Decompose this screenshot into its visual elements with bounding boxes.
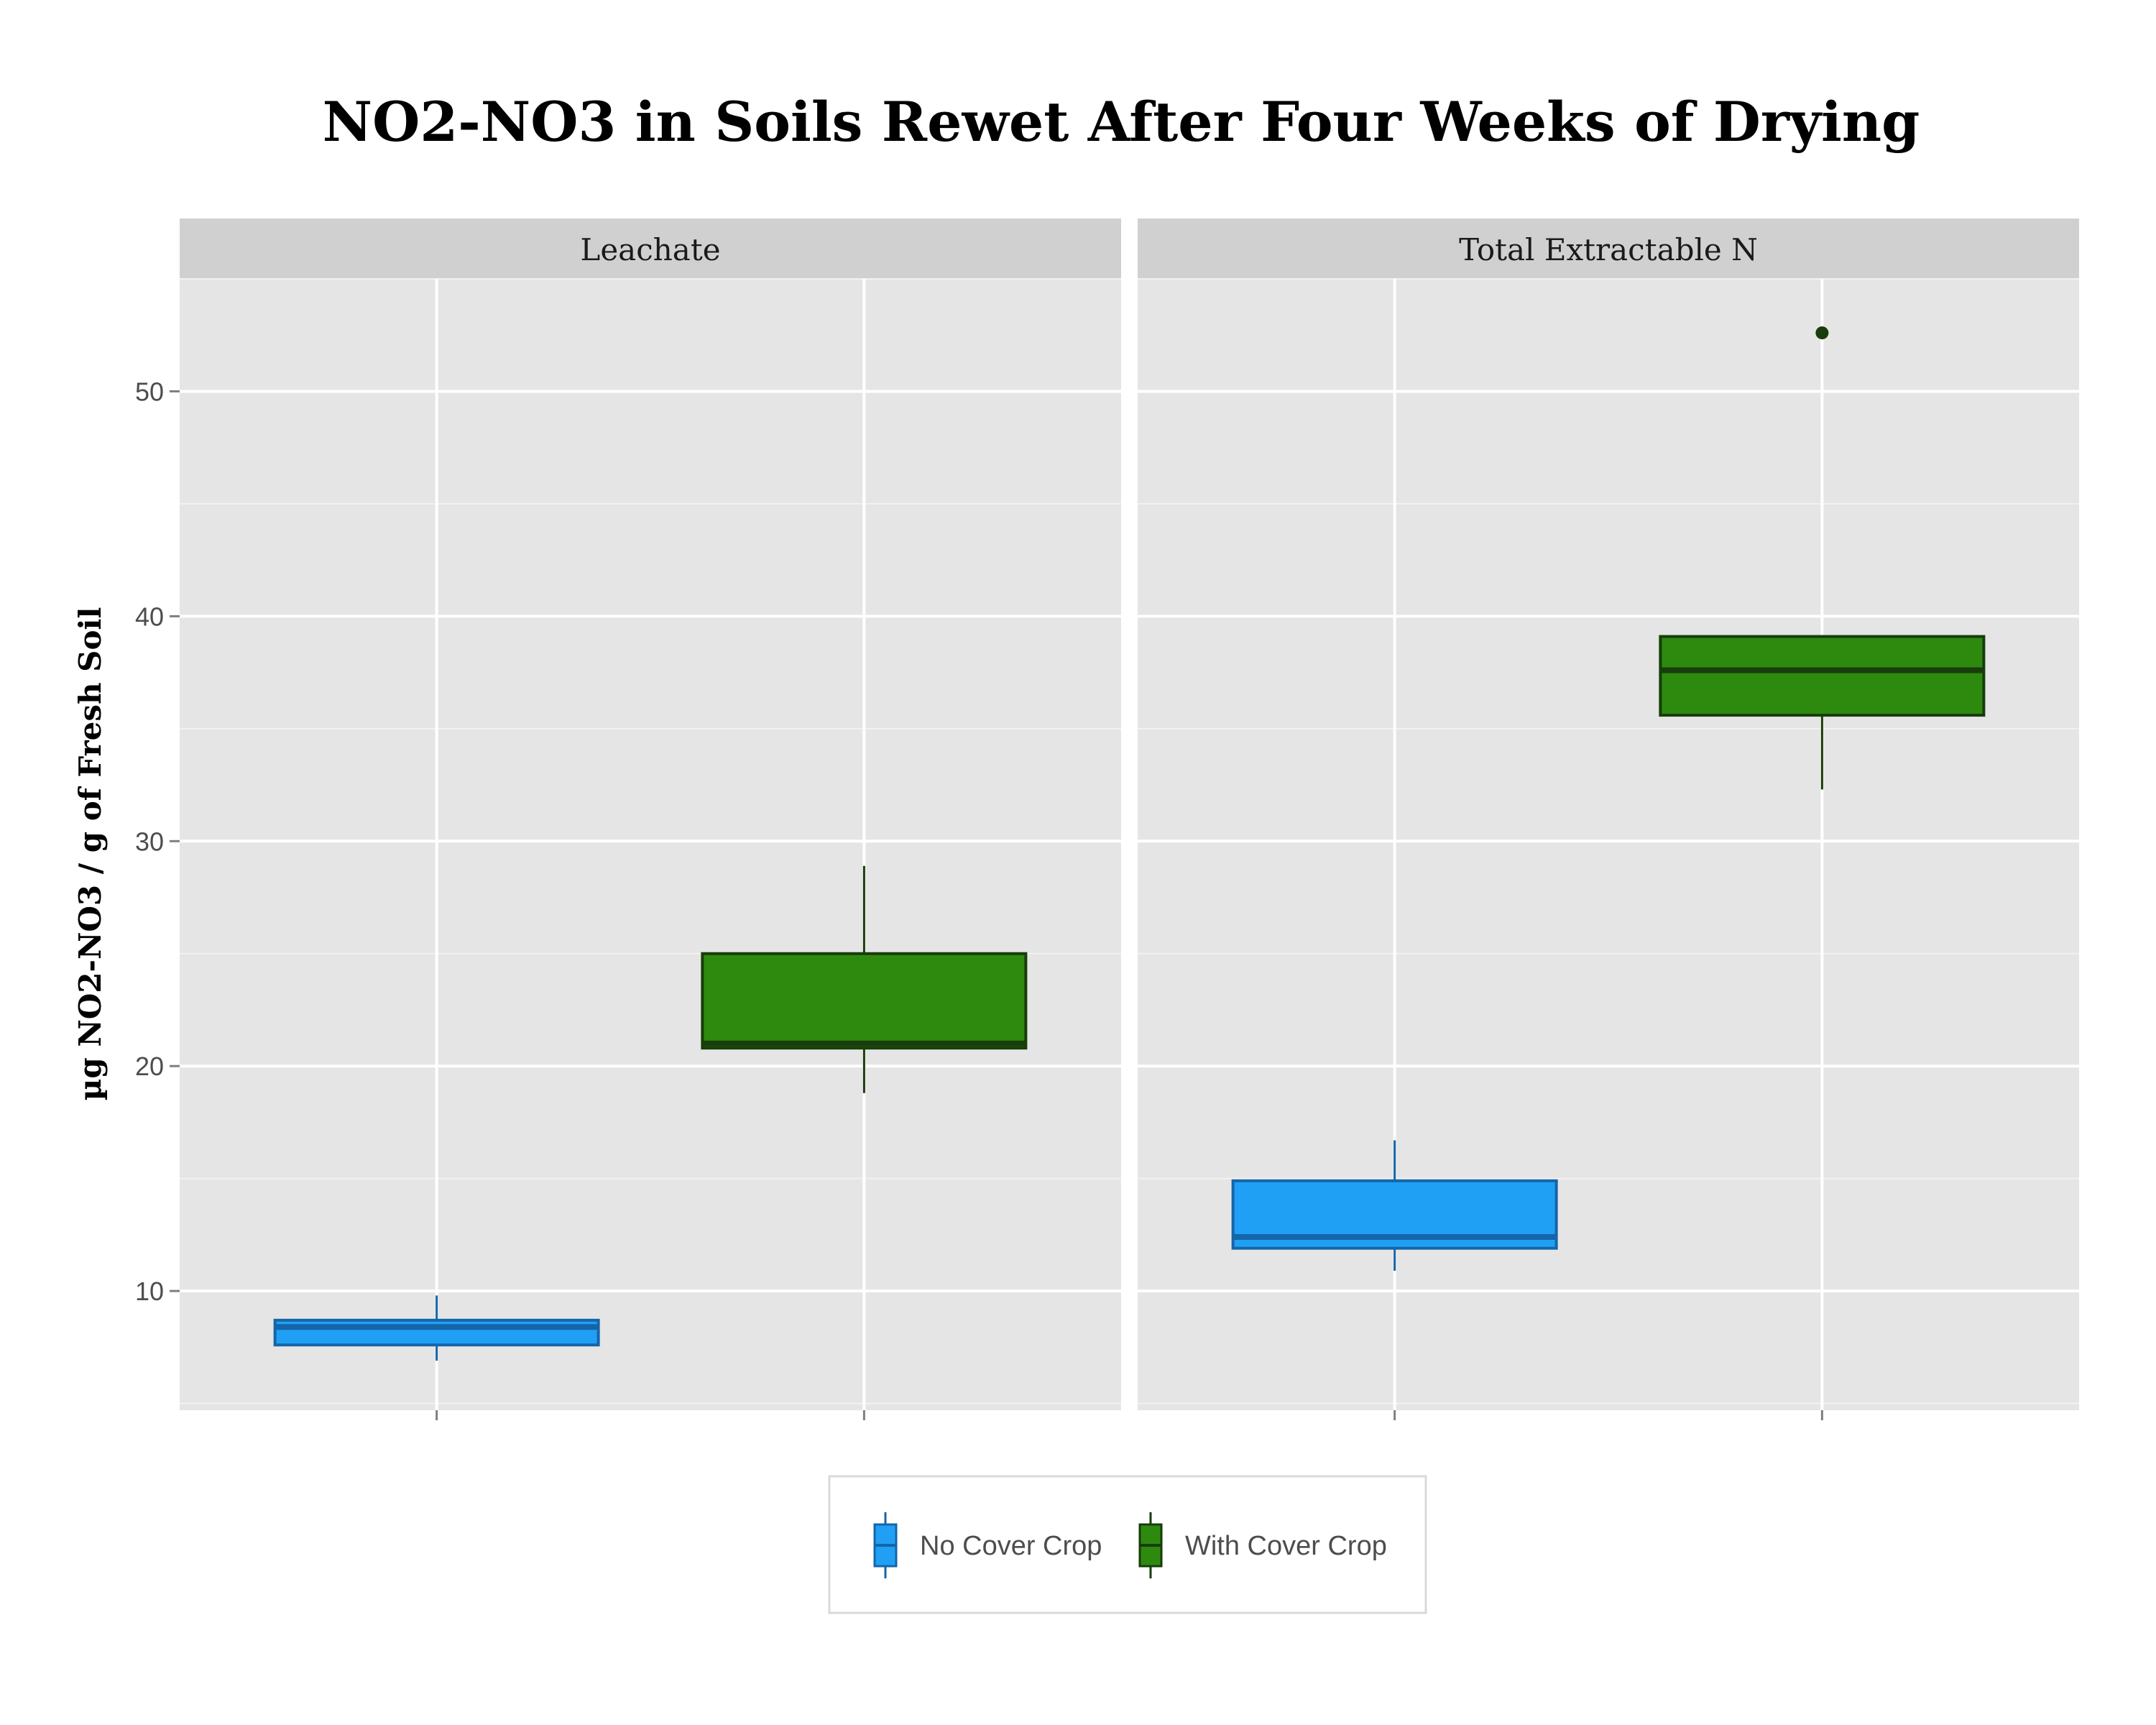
y-axis: 10 20 30 40 50: [135, 377, 180, 1306]
box: [273, 1318, 600, 1347]
facet-panel: Leachate: [180, 218, 1121, 1420]
box: [1659, 635, 1986, 717]
y-axis-title: µg NO2-NO3 / g of Fresh Soil: [73, 607, 108, 1101]
y-tick-label: 30: [135, 827, 164, 856]
legend-item: With Cover Crop: [1138, 1512, 1387, 1578]
legend-item: No Cover Crop: [873, 1512, 1102, 1578]
boxplot-group: [1659, 326, 1986, 790]
y-tick-label: 50: [135, 377, 164, 406]
facet-label: Leachate: [580, 232, 720, 267]
boxplot-group: [1231, 1140, 1558, 1271]
boxplot-group: [273, 1295, 600, 1361]
legend: No Cover Crop With Cover Crop: [828, 1475, 1427, 1614]
box: [701, 952, 1028, 1050]
y-tick-label: 40: [135, 602, 164, 631]
y-tick-label: 20: [135, 1052, 164, 1081]
panels: Leachate Total Extractable N: [180, 218, 2079, 1420]
outlier-point: [1815, 326, 1829, 340]
facet-label: Total Extractable N: [1459, 232, 1758, 267]
legend-label: No Cover Crop: [920, 1531, 1102, 1561]
facet-strip: [1138, 218, 2079, 279]
y-tick-label: 10: [135, 1276, 164, 1306]
facet-panel: Total Extractable N: [1138, 218, 2079, 1420]
panel-background: [180, 279, 1121, 1410]
chart-title: NO2-NO3 in Soils Rewet After Four Weeks …: [323, 90, 1920, 154]
legend-label: With Cover Crop: [1185, 1531, 1387, 1561]
legend-items: No Cover Crop With Cover Crop: [873, 1512, 1387, 1578]
boxplot-group: [701, 865, 1028, 1093]
legend-frame: [828, 1475, 1427, 1614]
facet-strip: [180, 218, 1121, 279]
